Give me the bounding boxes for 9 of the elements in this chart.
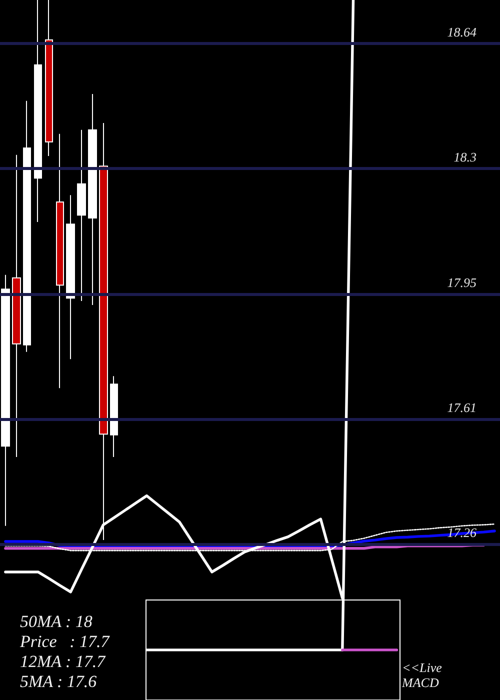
y-tick-label: 18.3 [454,150,477,165]
y-tick-label: 17.95 [447,274,477,290]
annotation: 50MA : 18 [20,612,94,632]
annotation: <<Live MACD [402,660,443,690]
annotation: Price : 17.7 [20,632,110,652]
y-tick-label: 18.64 [447,24,477,40]
annotation: 5MA : 17.6 [20,672,98,692]
annotation: 12MA : 17.7 [20,652,107,672]
y-tick-label: 17.61 [447,400,476,415]
